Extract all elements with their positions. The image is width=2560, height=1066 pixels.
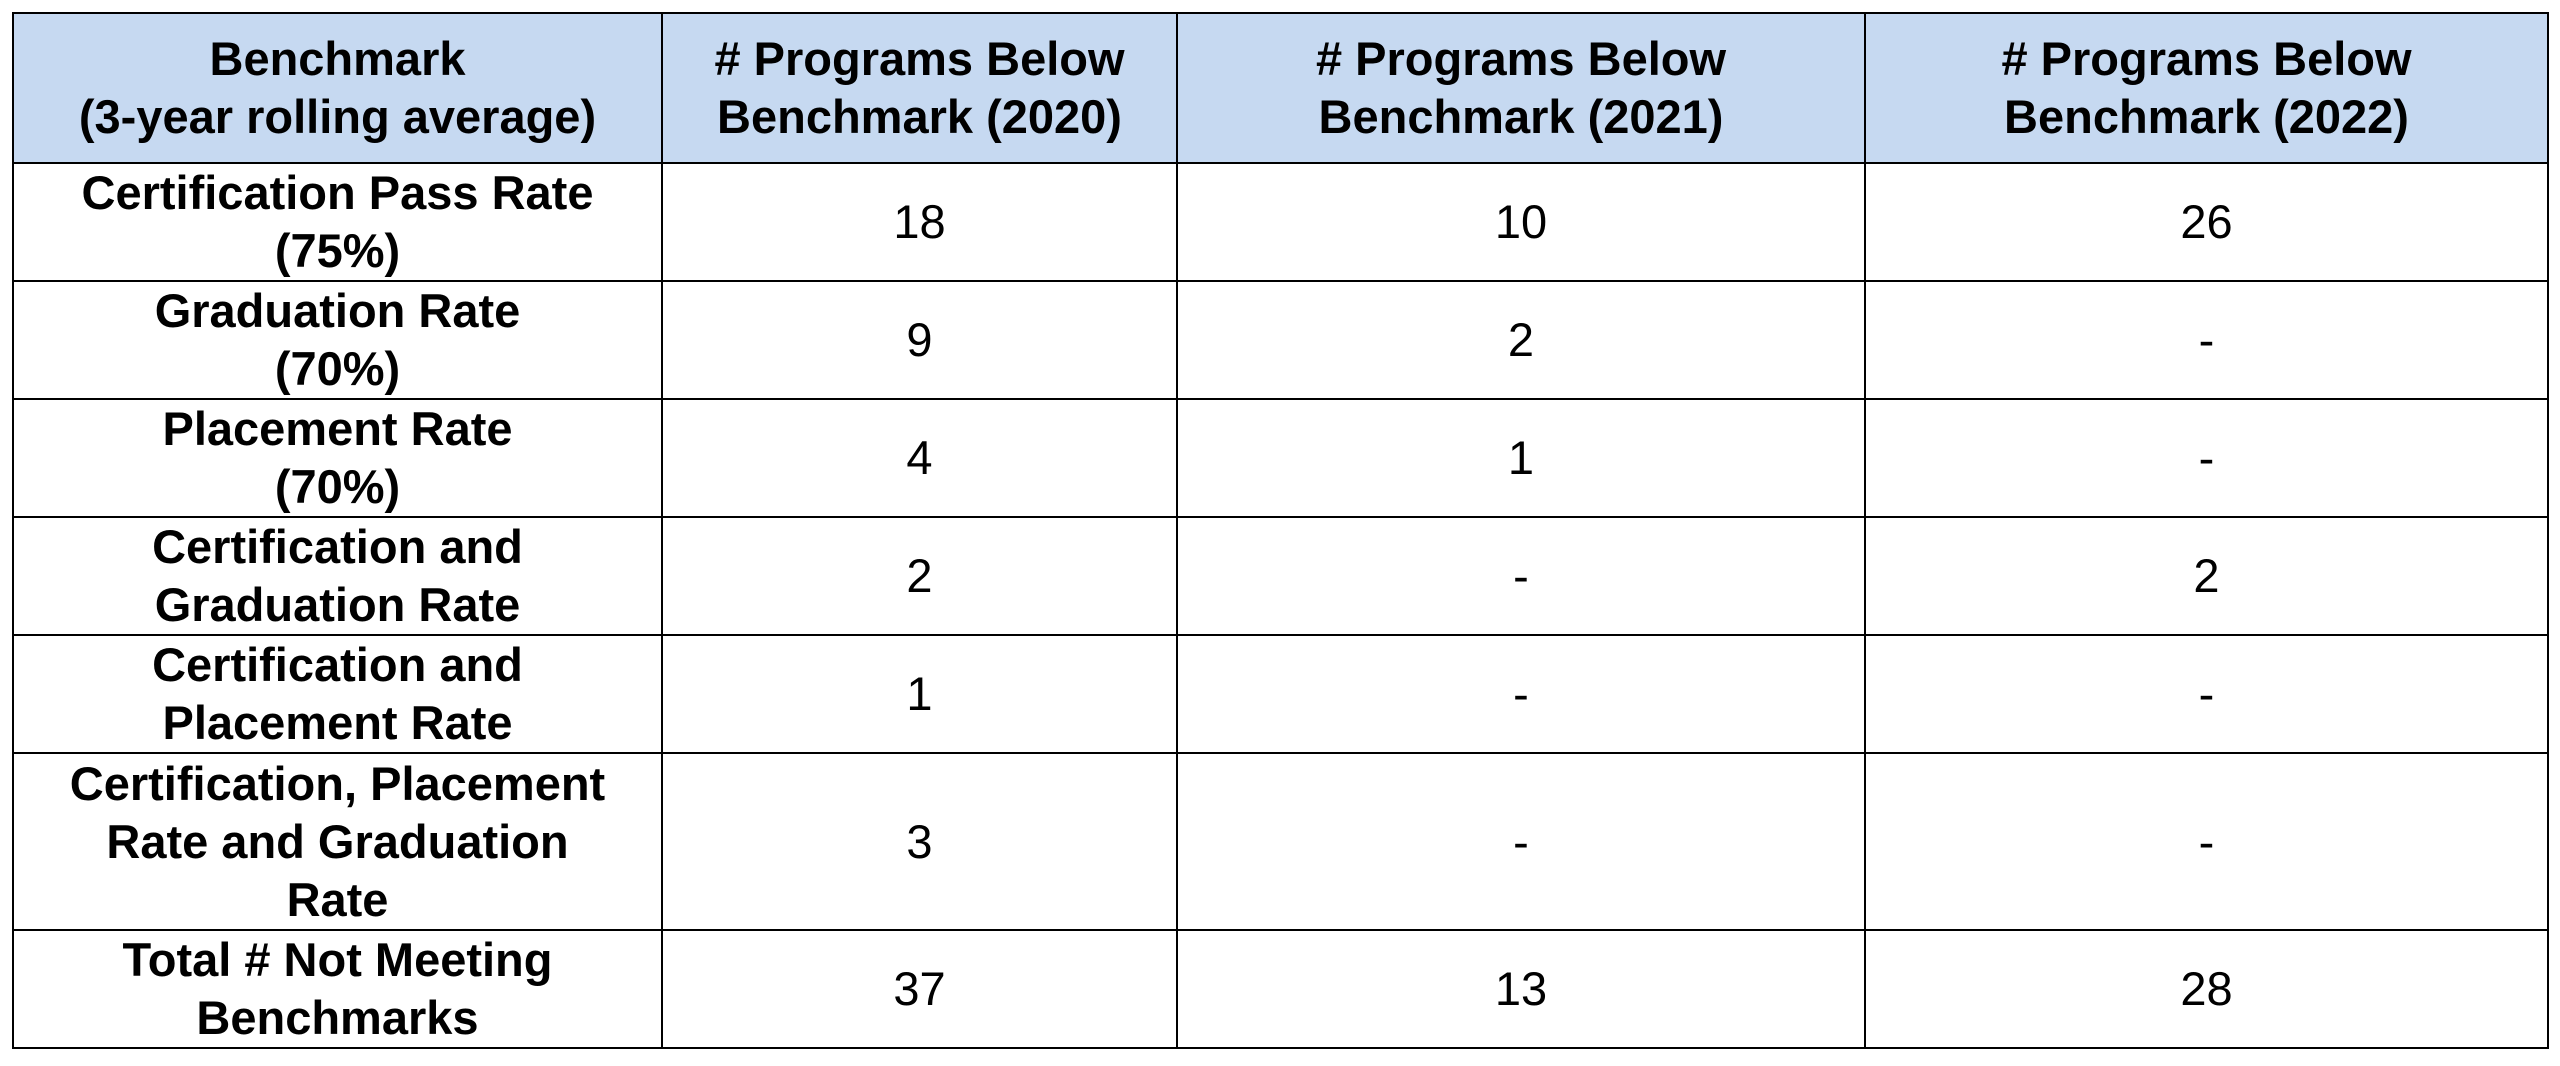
cell-2022: 28 [1864, 929, 2549, 1049]
row-label-line1: Certification Pass Rate [81, 166, 594, 219]
row-label-line1: Certification, Placement [69, 756, 606, 810]
cell-2020: 2 [661, 516, 1178, 636]
cell-2022: - [1864, 752, 2549, 931]
table-row: Certification and Placement Rate 1 - - [12, 634, 2549, 754]
header-benchmark: Benchmark (3-year rolling average) [12, 12, 663, 164]
row-label-line2: (75%) [274, 224, 401, 277]
benchmark-table: Benchmark (3-year rolling average) # Pro… [12, 12, 2549, 1049]
table-row: Graduation Rate (70%) 9 2 - [12, 280, 2549, 400]
cell-2020: 9 [661, 280, 1178, 400]
row-label-line2: (70%) [274, 342, 401, 395]
table-body: Certification Pass Rate (75%) 18 10 26 G… [12, 162, 2549, 1049]
header-2021-line2: Benchmark (2021) [1318, 90, 1724, 143]
row-label-line2: Rate and Graduation [106, 814, 569, 868]
header-2021-line1: # Programs Below [1315, 32, 1727, 85]
row-label-line1: Total # Not Meeting [122, 933, 553, 986]
row-label: Certification Pass Rate (75%) [12, 162, 663, 282]
header-2020-line1: # Programs Below [714, 32, 1125, 85]
header-row: Benchmark (3-year rolling average) # Pro… [12, 12, 2549, 164]
cell-2021: 1 [1176, 398, 1866, 518]
cell-2022: - [1864, 280, 2549, 400]
row-label-line1: Certification and [152, 520, 523, 573]
cell-2021: 13 [1176, 929, 1866, 1049]
row-label: Total # Not Meeting Benchmarks [12, 929, 663, 1049]
cell-2021: 2 [1176, 280, 1866, 400]
row-label: Certification and Graduation Rate [12, 516, 663, 636]
header-2022: # Programs Below Benchmark (2022) [1864, 12, 2549, 164]
header-2022-line1: # Programs Below [2001, 32, 2412, 85]
row-label-line1: Placement Rate [162, 402, 513, 455]
header-2022-line2: Benchmark (2022) [2004, 90, 2409, 143]
cell-2021: - [1176, 516, 1866, 636]
cell-2022: 2 [1864, 516, 2549, 636]
cell-2020: 4 [661, 398, 1178, 518]
header-2020: # Programs Below Benchmark (2020) [661, 12, 1178, 164]
row-label: Graduation Rate (70%) [12, 280, 663, 400]
table-row: Certification and Graduation Rate 2 - 2 [12, 516, 2549, 636]
cell-2020: 3 [661, 752, 1178, 931]
cell-2022: - [1864, 398, 2549, 518]
row-label-line2: Graduation Rate [154, 578, 521, 631]
header-2021: # Programs Below Benchmark (2021) [1176, 12, 1866, 164]
row-label: Certification and Placement Rate [12, 634, 663, 754]
cell-2022: 26 [1864, 162, 2549, 282]
row-label-line1: Certification and [152, 638, 523, 691]
cell-2020: 37 [661, 929, 1178, 1049]
row-label-line2: Benchmarks [196, 991, 479, 1044]
row-label: Certification, Placement Rate and Gradua… [12, 752, 663, 931]
row-label-line2: Placement Rate [162, 696, 513, 749]
cell-2022: - [1864, 634, 2549, 754]
row-label-line1: Graduation Rate [154, 284, 521, 337]
row-label: Placement Rate (70%) [12, 398, 663, 518]
cell-2020: 18 [661, 162, 1178, 282]
header-benchmark-line1: Benchmark [209, 32, 466, 85]
table-row: Certification, Placement Rate and Gradua… [12, 752, 2549, 931]
table-header: Benchmark (3-year rolling average) # Pro… [12, 12, 2549, 164]
cell-2021: 10 [1176, 162, 1866, 282]
table-row: Certification Pass Rate (75%) 18 10 26 [12, 162, 2549, 282]
benchmark-table-container: Benchmark (3-year rolling average) # Pro… [12, 12, 2549, 1049]
header-benchmark-line2: (3-year rolling average) [78, 90, 597, 143]
table-row-total: Total # Not Meeting Benchmarks 37 13 28 [12, 929, 2549, 1049]
table-row: Placement Rate (70%) 4 1 - [12, 398, 2549, 518]
row-label-line2: (70%) [274, 460, 401, 513]
cell-2021: - [1176, 634, 1866, 754]
header-2020-line2: Benchmark (2020) [717, 90, 1122, 143]
row-label-line3: Rate [286, 872, 389, 926]
cell-2021: - [1176, 752, 1866, 931]
cell-2020: 1 [661, 634, 1178, 754]
